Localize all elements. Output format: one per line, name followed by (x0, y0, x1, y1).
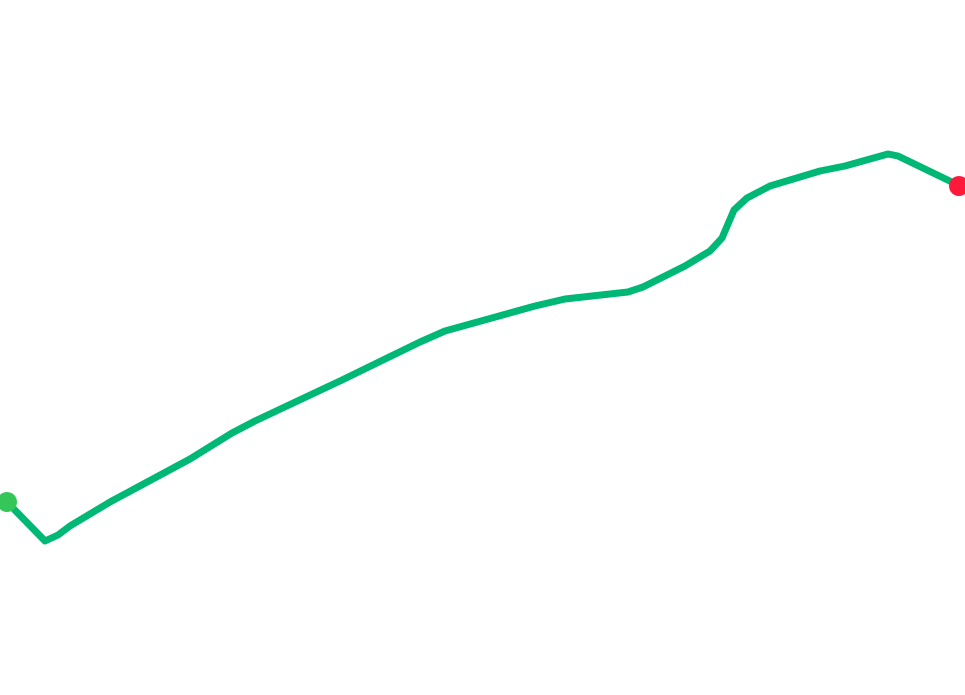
end-marker[interactable] (949, 176, 965, 196)
start-marker[interactable] (0, 492, 17, 512)
route-line (3, 150, 962, 545)
